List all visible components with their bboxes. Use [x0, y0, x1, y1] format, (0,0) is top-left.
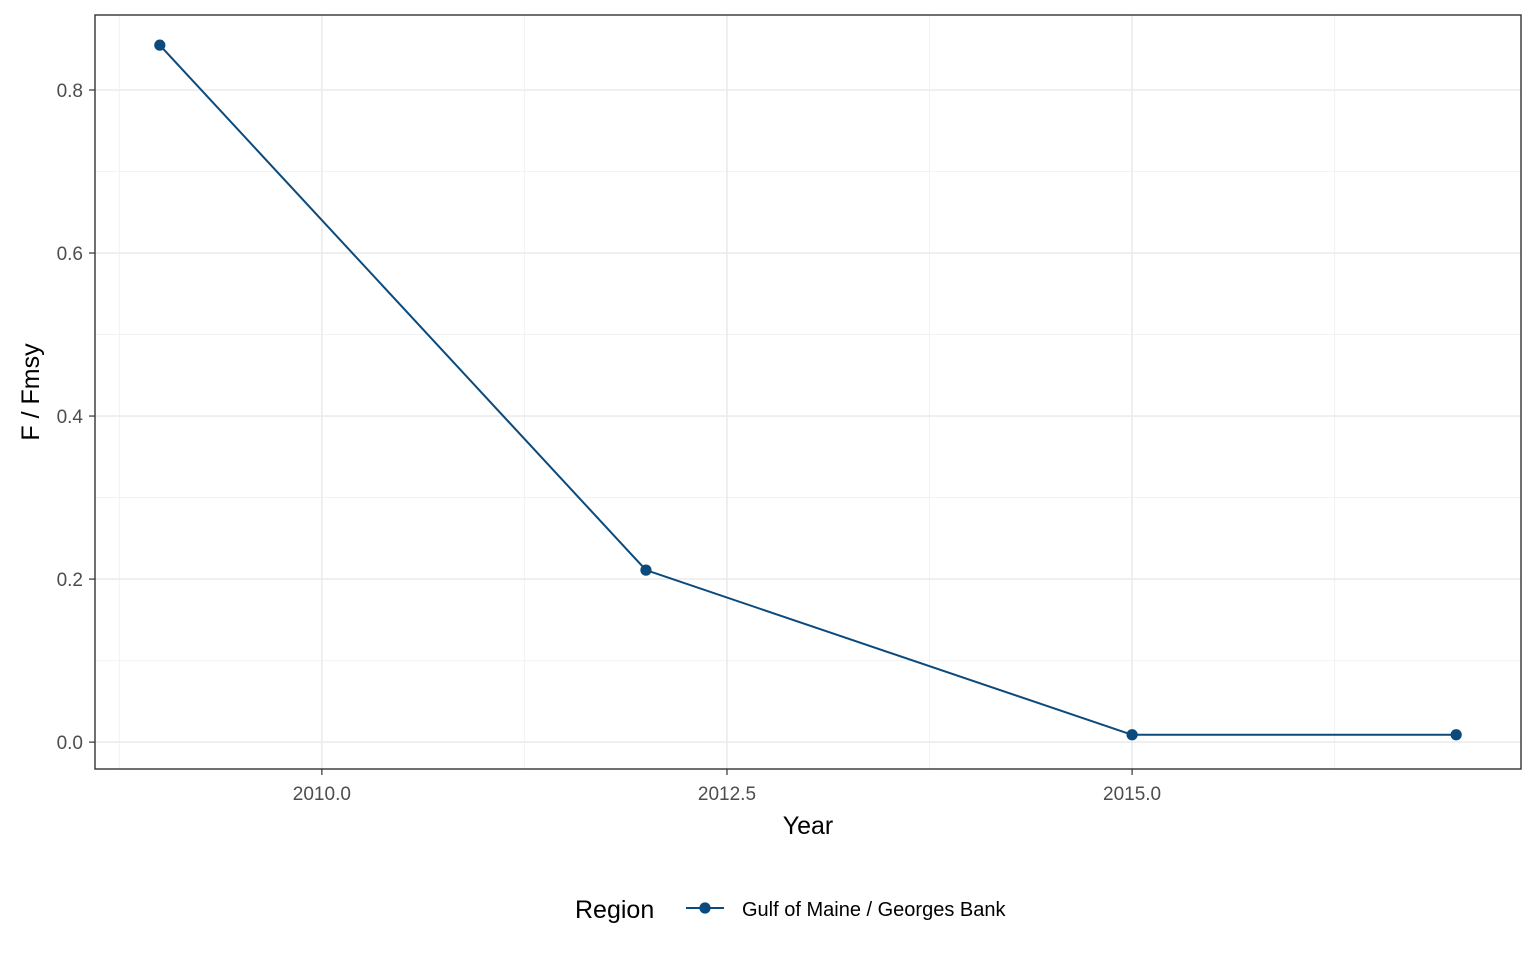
x-axis-title: Year: [783, 812, 834, 840]
legend-entry-label: Gulf of Maine / Georges Bank: [742, 899, 1006, 921]
x-tick-label: 2010.0: [293, 784, 351, 805]
data-point: [154, 39, 166, 51]
legend-key: [686, 902, 724, 914]
x-tick-label: 2012.5: [698, 784, 756, 805]
series-line: [159, 44, 1457, 736]
minor-gridlines: [95, 15, 1521, 769]
data-point: [640, 564, 652, 576]
data-point: [1126, 729, 1138, 741]
major-gridlines: [95, 15, 1521, 769]
legend: Region Gulf of Maine / Georges Bank: [575, 896, 1006, 924]
legend-title: Region: [575, 896, 654, 924]
x-tick-label: 2015.0: [1103, 784, 1161, 805]
y-axis-title: F / Fmsy: [17, 343, 45, 441]
y-tick-label: 0.0: [57, 733, 83, 754]
y-tick-label: 0.8: [57, 81, 83, 102]
y-axis: 0.0 0.2 0.4 0.6 0.8: [57, 81, 95, 754]
x-axis: 2010.0 2012.5 2015.0: [293, 769, 1161, 805]
y-tick-label: 0.2: [57, 570, 83, 591]
panel-border: [94, 14, 1522, 770]
data-point: [1450, 729, 1462, 741]
legend-key-point: [699, 902, 711, 914]
series-layer: [154, 39, 1462, 741]
y-tick-label: 0.6: [57, 244, 83, 265]
y-tick-label: 0.4: [57, 407, 84, 428]
